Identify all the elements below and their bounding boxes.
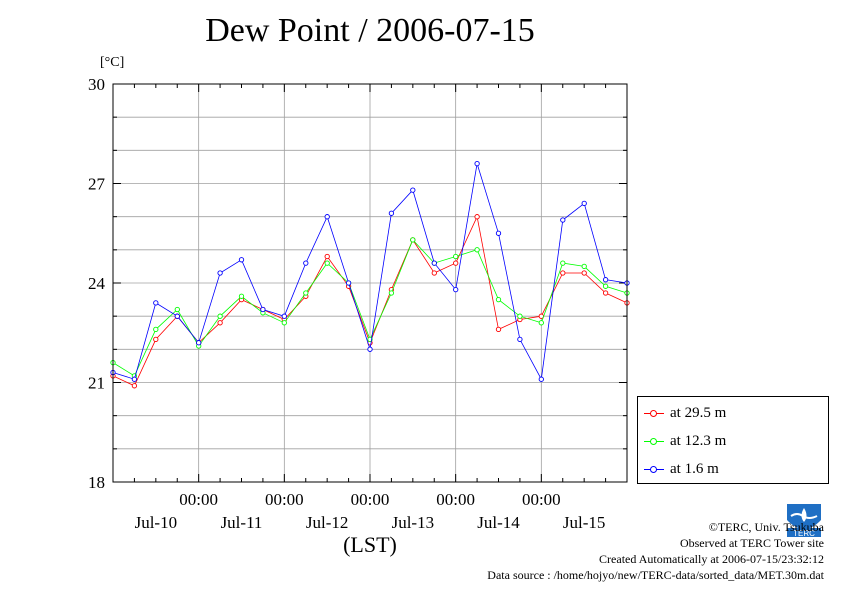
- data-point: [367, 346, 373, 352]
- x-tick-label-date: Jul-14: [477, 513, 520, 532]
- x-tick-label-date: Jul-11: [221, 513, 263, 532]
- data-point: [495, 230, 502, 236]
- site-text: Observed at TERC Tower site: [679, 536, 824, 550]
- y-tick-label: 18: [88, 473, 105, 492]
- data-point: [217, 320, 223, 326]
- terc-logo: TERC: [787, 504, 821, 538]
- data-point: [581, 263, 587, 270]
- data-point: [324, 260, 330, 266]
- data-point: [153, 336, 159, 343]
- data-point: [453, 286, 459, 293]
- legend-item-12-3m: at 12.3 m: [638, 431, 828, 453]
- data-point: [453, 260, 459, 266]
- data-point: [431, 260, 437, 266]
- x-tick-label-date: Jul-12: [306, 513, 349, 532]
- x-tick-label-time: 00:00: [265, 490, 304, 509]
- data-point: [431, 270, 437, 276]
- data-point: [453, 253, 459, 260]
- data-point: [388, 210, 395, 216]
- data-point: [303, 290, 309, 296]
- credits: ©TERC, Univ. Tsukuba Observed at TERC To…: [487, 519, 824, 583]
- data-point: [345, 280, 352, 286]
- data-point: [324, 214, 330, 220]
- data-point: [238, 293, 245, 299]
- legend-item-29-5m: at 29.5 m: [638, 403, 828, 425]
- data-point: [238, 257, 245, 263]
- plot-frame: [112, 83, 628, 483]
- data-point: [217, 313, 223, 319]
- data-point: [602, 290, 609, 296]
- legend-label: at 1.6 m: [670, 461, 719, 477]
- x-tick-label-time: 00:00: [436, 490, 475, 509]
- x-tick-label-time: 00:00: [351, 490, 390, 509]
- data-point: [131, 383, 138, 389]
- data-point: [602, 283, 609, 289]
- y-tick-label: 30: [88, 75, 105, 94]
- y-axis-unit: [°C]: [100, 55, 125, 70]
- logo-text: TERC: [793, 529, 815, 538]
- data-point: [581, 200, 587, 207]
- copyright-text: ©TERC, Univ. Tsukuba: [708, 520, 824, 534]
- data-point: [153, 300, 159, 306]
- x-tick-label-time: 00:00: [522, 490, 561, 509]
- data-point: [174, 313, 180, 319]
- data-point: [538, 320, 544, 326]
- data-point: [517, 336, 523, 343]
- data-point: [581, 270, 587, 276]
- data-point: [495, 296, 502, 303]
- data-point: [474, 160, 480, 167]
- data-point: [410, 187, 416, 193]
- data-point: [560, 270, 566, 276]
- y-tick-label: 21: [88, 374, 105, 393]
- data-point: [196, 340, 202, 346]
- legend: at 29.5 m at 12.3 m at 1.6 m: [637, 396, 829, 484]
- data-point: [538, 376, 544, 382]
- x-tick-label-date: Jul-15: [563, 513, 606, 532]
- x-tick-label-time: 00:00: [179, 490, 218, 509]
- data-point: [495, 326, 502, 333]
- data-point: [281, 313, 287, 319]
- data-point: [602, 277, 609, 283]
- data-point: [474, 214, 480, 220]
- legend-label: at 12.3 m: [670, 433, 727, 449]
- data-point: [560, 260, 566, 266]
- source-text: Data source : /home/hojyo/new/TERC-data/…: [487, 568, 824, 582]
- data-point: [517, 313, 523, 319]
- data-point: [260, 306, 266, 313]
- chart-title: Dew Point / 2006-07-15: [205, 12, 535, 49]
- y-tick-label: 27: [88, 175, 106, 194]
- data-point: [303, 260, 309, 266]
- x-axis-label: (LST): [343, 532, 397, 557]
- created-text: Created Automatically at 2006-07-15/23:3…: [599, 552, 824, 566]
- data-point: [217, 270, 223, 276]
- x-tick-label-date: Jul-13: [392, 513, 435, 532]
- data-point: [410, 237, 416, 243]
- data-point: [324, 253, 330, 260]
- data-point: [281, 320, 287, 326]
- y-tick-label: 24: [88, 274, 106, 293]
- data-point: [474, 247, 480, 253]
- data-point: [174, 306, 180, 313]
- legend-item-1-6m: at 1.6 m: [638, 459, 828, 481]
- legend-label: at 29.5 m: [670, 405, 727, 421]
- data-point: [560, 217, 566, 223]
- data-point: [131, 376, 138, 382]
- x-tick-label-date: Jul-10: [135, 513, 178, 532]
- data-point: [388, 290, 395, 296]
- data-point: [153, 326, 159, 333]
